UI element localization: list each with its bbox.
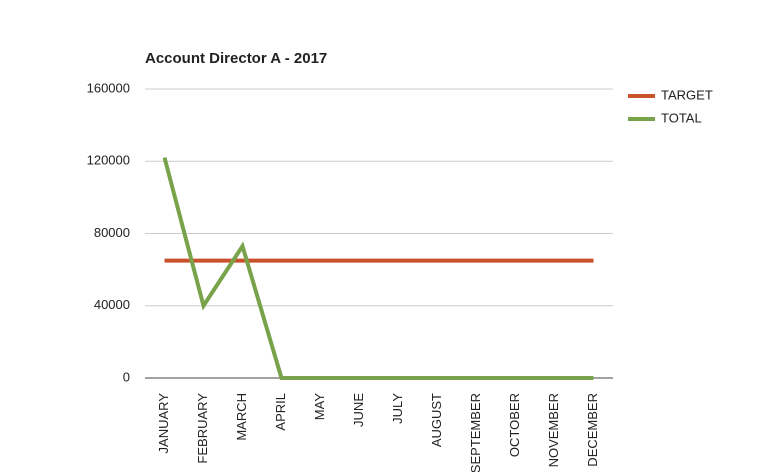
x-tick-label: SEPTEMBER <box>468 393 483 472</box>
x-tick-label: MARCH <box>234 393 249 441</box>
x-tick-label: FEBRUARY <box>195 393 210 464</box>
legend-label: TOTAL <box>661 110 702 125</box>
x-tick-label: APRIL <box>273 393 288 431</box>
series-line <box>162 157 594 380</box>
y-tick-label: 160000 <box>87 80 130 95</box>
x-tick-label: AUGUST <box>429 393 444 447</box>
x-tick-label: JANUARY <box>156 393 171 454</box>
y-tick-label: 0 <box>123 369 130 384</box>
x-tick-label: MAY <box>312 393 327 421</box>
y-tick-label: 40000 <box>94 297 130 312</box>
x-tick-label: JULY <box>390 393 405 424</box>
y-tick-label: 80000 <box>94 225 130 240</box>
y-tick-label: 120000 <box>87 153 130 168</box>
legend-label: TARGET <box>661 87 713 102</box>
x-tick-label: OCTOBER <box>507 393 522 457</box>
x-tick-label: JUNE <box>351 393 366 427</box>
x-tick-label: NOVEMBER <box>546 393 561 467</box>
chart-title: Account Director A - 2017 <box>145 50 327 67</box>
x-tick-label: DECEMBER <box>585 393 600 467</box>
